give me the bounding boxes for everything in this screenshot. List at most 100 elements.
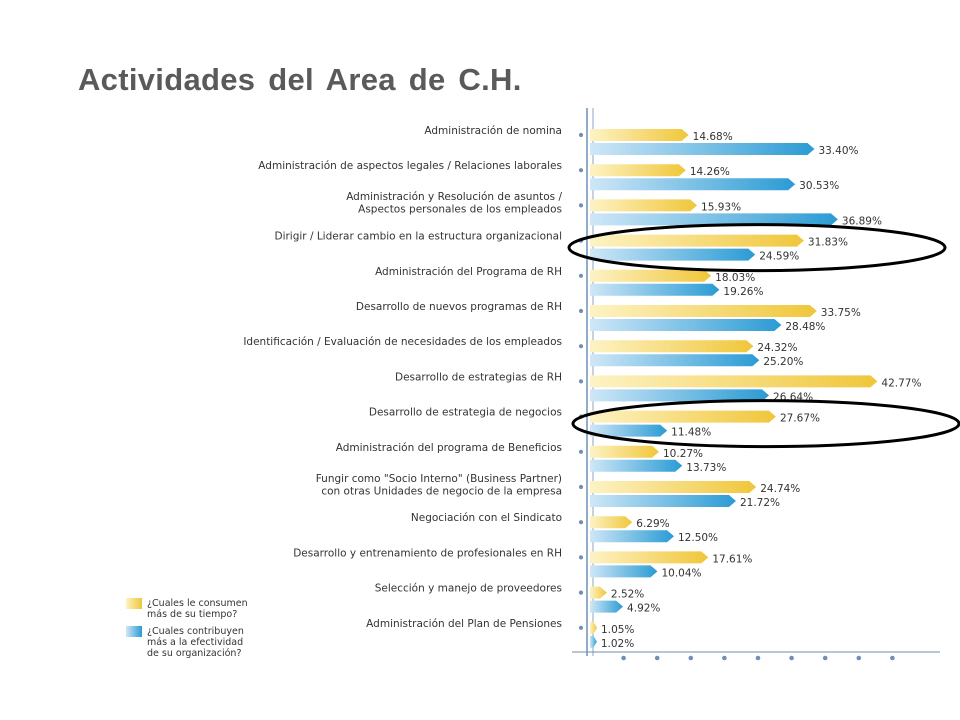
highlight-ellipse: [571, 399, 960, 449]
value-label: 42.77%: [881, 377, 921, 389]
category-axis-dot: [578, 555, 584, 560]
bar-effectiveness: [590, 354, 760, 367]
value-label: 11.48%: [671, 427, 711, 439]
highlight-ellipse: [567, 223, 947, 273]
category-label: Identificación / Evaluación de necesidad…: [243, 336, 562, 348]
category-axis-dot: [578, 132, 584, 138]
bar-time-consumed: [590, 129, 689, 141]
bar-effectiveness: [590, 635, 597, 648]
value-label: 36.89%: [842, 215, 882, 227]
legend-swatch: [126, 598, 142, 609]
category-axis-dot: [578, 344, 584, 349]
value-label: 10.27%: [663, 448, 703, 460]
category-label: Administración y Resolución de asuntos /…: [346, 191, 562, 216]
highlight-ellipses: [567, 223, 960, 449]
category-label: Administración del Programa de RH: [375, 266, 562, 278]
value-label: 25.20%: [763, 356, 803, 368]
category-label: Selección y manejo de proveedores: [375, 583, 562, 595]
value-label: 24.32%: [757, 342, 797, 354]
value-label: 2.52%: [611, 589, 644, 601]
value-label: 21.72%: [740, 497, 780, 509]
bar-time-consumed: [590, 199, 698, 212]
value-label: 33.75%: [821, 307, 861, 319]
bar-time-consumed: [590, 410, 776, 423]
category-axis-dot: [578, 590, 584, 595]
bar-time-consumed: [590, 340, 754, 353]
category-axis-dot: [578, 273, 584, 278]
category-label: Desarrollo de estrategias de RH: [395, 371, 562, 383]
bar-effectiveness: [590, 565, 658, 578]
category-axis-dot: [578, 379, 584, 384]
bar-effectiveness: [590, 459, 683, 472]
value-label: 28.48%: [785, 321, 825, 333]
chart-bars: [590, 129, 878, 648]
bar-effectiveness: [590, 424, 668, 437]
bar-effectiveness: [590, 600, 624, 613]
legend-entry: ¿Cuales le consumen más de su tiempo?: [147, 598, 248, 620]
value-label: 14.68%: [693, 131, 733, 143]
chart-labels: Administración de nomina 14.68% 33.40% Admi…: [243, 125, 921, 650]
category-label: Desarrollo de estrategia de negocios: [369, 407, 562, 419]
bar-effectiveness: [590, 283, 720, 296]
category-label: Administración del programa de Beneficio…: [336, 442, 562, 454]
x-axis-tick-dot: [722, 655, 727, 661]
legend-swatch: [126, 626, 142, 637]
x-axis-tick-dot: [654, 655, 660, 661]
bar-effectiveness: [590, 319, 782, 331]
value-label: 15.93%: [701, 201, 741, 213]
x-axis-tick-dot: [822, 655, 828, 661]
value-label: 1.05%: [601, 624, 634, 636]
category-label: Desarrollo y entrenamiento de profesiona…: [293, 547, 562, 559]
category-label: Administración de aspectos legales / Rel…: [258, 160, 562, 172]
x-axis-tick-dot: [688, 655, 694, 661]
value-label: 17.61%: [712, 553, 752, 565]
bar-effectiveness: [590, 530, 674, 543]
legend-entry: ¿Cuales contribuyen más a la efectividad d…: [147, 626, 244, 659]
category-axis-dot: [578, 449, 584, 454]
x-axis-tick-dot: [890, 655, 895, 661]
chart-legend: ¿Cuales le consumen más de su tiempo? ¿Cua…: [126, 598, 248, 659]
bar-effectiveness: [590, 143, 815, 155]
value-label: 6.29%: [636, 518, 669, 530]
bar-time-consumed: [590, 586, 607, 599]
value-label: 10.04%: [661, 567, 701, 579]
value-label: 1.02%: [601, 638, 634, 650]
value-label: 30.53%: [799, 180, 839, 192]
x-axis-tick-dot: [789, 655, 794, 661]
value-label: 27.67%: [780, 413, 820, 425]
value-label: 31.83%: [808, 237, 848, 249]
bar-time-consumed: [590, 621, 598, 634]
bar-effectiveness: [590, 495, 736, 507]
category-axis-dot: [578, 168, 584, 173]
category-label: Administración del Plan de Pensiones: [366, 618, 562, 630]
category-axis-dot: [578, 625, 584, 630]
x-axis-tick-dot: [856, 655, 862, 661]
value-label: 24.74%: [760, 483, 800, 495]
bar-time-consumed: [590, 445, 660, 458]
bar-time-consumed: [590, 551, 709, 564]
category-label: Fungir como "Socio Interno" (Business Pa…: [316, 473, 562, 498]
value-label: 24.59%: [759, 251, 799, 263]
category-axis-dot: [578, 484, 584, 490]
bar-time-consumed: [590, 375, 878, 388]
bar-time-consumed: [590, 234, 804, 247]
value-label: 19.26%: [723, 286, 763, 298]
bar-effectiveness: [590, 248, 756, 261]
category-axis-dot: [578, 308, 584, 314]
bar-effectiveness: [590, 213, 838, 226]
category-label: Negociación con el Sindicato: [411, 512, 562, 524]
value-label: 12.50%: [678, 532, 718, 544]
bar-effectiveness: [590, 178, 796, 191]
bar-time-consumed: [590, 481, 757, 493]
category-axis-dot: [578, 520, 584, 525]
x-axis-tick-dot: [755, 655, 761, 661]
value-label: 14.26%: [690, 166, 730, 178]
value-label: 33.40%: [818, 145, 858, 157]
bar-effectiveness: [590, 389, 770, 402]
value-label: 4.92%: [627, 603, 660, 615]
value-label: 13.73%: [686, 462, 726, 474]
category-label: Administración de nomina: [424, 125, 562, 137]
category-label: Desarrollo de nuevos programas de RH: [356, 301, 562, 313]
bar-time-consumed: [590, 269, 712, 282]
